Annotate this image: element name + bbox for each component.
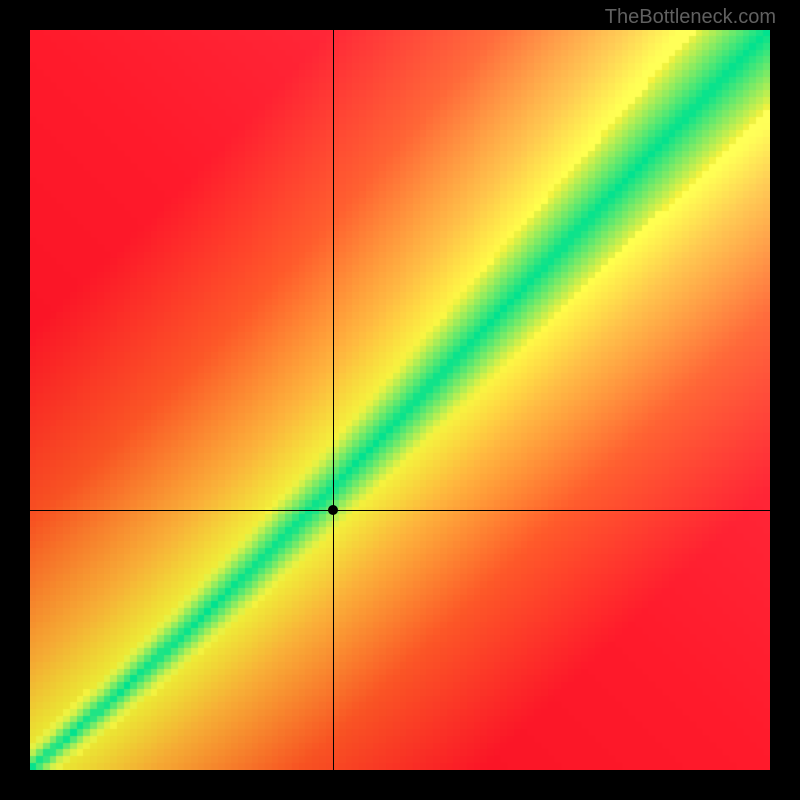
selection-marker [328,505,338,515]
crosshair-vertical [333,30,334,770]
heatmap-canvas [30,30,770,770]
bottleneck-heatmap [30,30,770,770]
watermark-text: TheBottleneck.com [605,6,776,29]
crosshair-horizontal [30,510,770,511]
